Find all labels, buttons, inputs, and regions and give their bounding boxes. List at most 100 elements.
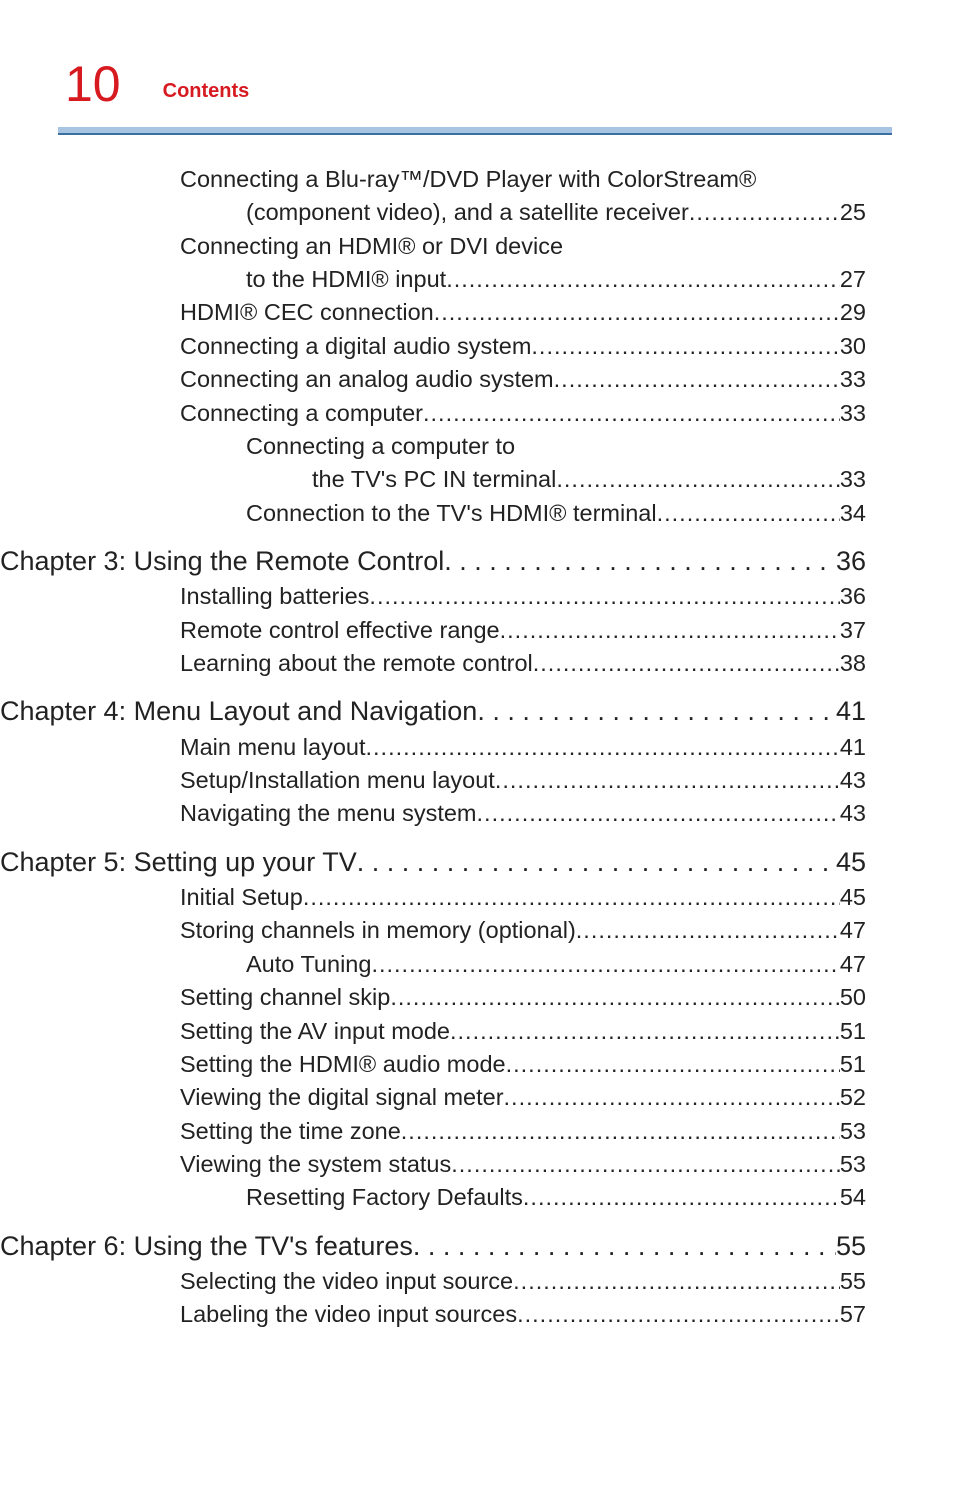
toc-leaders [500,614,840,647]
toc-label: Learning about the remote control [180,647,533,680]
toc-entry: Connecting a digital audio system 30 [180,330,866,363]
toc-leaders [390,981,840,1014]
toc-page: 55 [840,1265,866,1298]
toc-leaders [513,1265,840,1298]
toc-label: Auto Tuning [246,948,371,981]
toc-page: 53 [840,1148,866,1181]
toc-chapter: Chapter 6: Using the TV's features 55 [0,1227,866,1265]
toc-label: Navigating the menu system [180,797,477,830]
toc-label: Connecting a digital audio system [180,330,531,363]
toc-leaders [477,692,836,730]
toc-chapter: Chapter 3: Using the Remote Control 36 [0,542,866,580]
toc-page: 43 [840,764,866,797]
toc-entry: Setting the AV input mode 51 [180,1015,866,1048]
toc-leaders [506,1048,840,1081]
toc-label: Setting the time zone [180,1115,401,1148]
toc-label: Connection to the TV's HDMI® terminal [246,497,657,530]
toc-entry: Setting the HDMI® audio mode 51 [180,1048,866,1081]
toc-label: Setting the AV input mode [180,1015,450,1048]
toc-page: 53 [840,1115,866,1148]
toc-entry: Connecting a Blu-ray™/DVD Player with Co… [180,163,866,196]
toc-chapter: Chapter 4: Menu Layout and Navigation 41 [0,692,866,730]
page-header: 10 Contents [0,0,954,113]
header-separator [58,127,892,135]
toc-page: 33 [840,363,866,396]
toc-page: 30 [840,330,866,363]
toc-entry: Setting channel skip50 [180,981,866,1014]
toc-leaders [495,764,840,797]
toc-page: 47 [840,914,866,947]
toc-page: 27 [840,263,866,296]
page-number: 10 [65,55,121,113]
toc-label: Initial Setup [180,881,303,914]
toc-page: 50 [840,981,866,1014]
toc-entry: Installing batteries36 [180,580,866,613]
toc-entry: Setting the time zone 53 [180,1115,866,1148]
toc-label: Main menu layout [180,731,366,764]
toc-entry: Connecting an HDMI® or DVI device [180,230,866,263]
toc-entry: Remote control effective range 37 [180,614,866,647]
toc-page: 38 [840,647,866,680]
toc-page: 41 [840,731,866,764]
toc-page: 51 [840,1048,866,1081]
toc-label: Chapter 5: Setting up your TV [0,843,357,881]
toc-leaders [504,1081,840,1114]
toc-label: Connecting an HDMI® or DVI device [180,230,563,263]
toc-label: Chapter 4: Menu Layout and Navigation [0,692,477,730]
toc-leaders [533,647,840,680]
toc-leaders [369,580,839,613]
toc-entry: Storing channels in memory (optional) 47 [180,914,866,947]
toc-entry: Setup/Installation menu layout 43 [180,764,866,797]
toc-leaders [576,914,840,947]
toc-page: 33 [840,463,866,496]
toc-entry: Selecting the video input source 55 [180,1265,866,1298]
toc-label: (component video), and a satellite recei… [246,196,689,229]
toc-entry: Main menu layout 41 [180,731,866,764]
toc-label: Resetting Factory Defaults [246,1181,523,1214]
toc-entry: Resetting Factory Defaults 54 [180,1181,866,1214]
toc-label: Remote control effective range [180,614,500,647]
toc-page: 36 [840,580,866,613]
toc-label: Chapter 3: Using the Remote Control [0,542,444,580]
toc-page: 41 [836,692,866,730]
toc-entry: Connection to the TV's HDMI® terminal 34 [180,497,866,530]
toc-label: Connecting an analog audio system [180,363,554,396]
toc-leaders [423,397,840,430]
toc-entry: Navigating the menu system43 [180,797,866,830]
toc-leaders [451,1148,840,1181]
toc-leaders [517,1298,840,1331]
toc-chapter: Chapter 5: Setting up your TV 45 [0,843,866,881]
toc-page: 54 [840,1181,866,1214]
toc-entry: HDMI® CEC connection29 [180,296,866,329]
toc-leaders [357,843,836,881]
toc-page: 34 [840,497,866,530]
toc-leaders [366,731,840,764]
toc-page: 45 [840,881,866,914]
toc-leaders [554,363,840,396]
section-label: Contents [163,80,250,103]
toc-label: HDMI® CEC connection [180,296,434,329]
toc-leaders [434,296,840,329]
toc-page: 45 [836,843,866,881]
toc-page: 55 [836,1227,866,1265]
toc-page: 47 [840,948,866,981]
toc-label: Setting the HDMI® audio mode [180,1048,506,1081]
toc-entry: Connecting a computer33 [180,397,866,430]
toc-entry: Viewing the system status53 [180,1148,866,1181]
toc-page: 52 [840,1081,866,1114]
toc-label: Selecting the video input source [180,1265,513,1298]
toc-leaders [450,1015,840,1048]
toc-leaders [657,497,840,530]
toc-page: 51 [840,1015,866,1048]
toc-page: 37 [840,614,866,647]
toc-label: the TV's PC IN terminal [312,463,556,496]
toc-label: Connecting a computer [180,397,423,430]
toc-label: to the HDMI® input [246,263,446,296]
toc-leaders [689,196,840,229]
toc-label: Setup/Installation menu layout [180,764,495,797]
toc-label: Storing channels in memory (optional) [180,914,576,947]
toc-entry: Connecting an analog audio system 33 [180,363,866,396]
toc-entry: Learning about the remote control 38 [180,647,866,680]
toc-entry: Viewing the digital signal meter52 [180,1081,866,1114]
toc-label: Connecting a computer to [246,430,515,463]
